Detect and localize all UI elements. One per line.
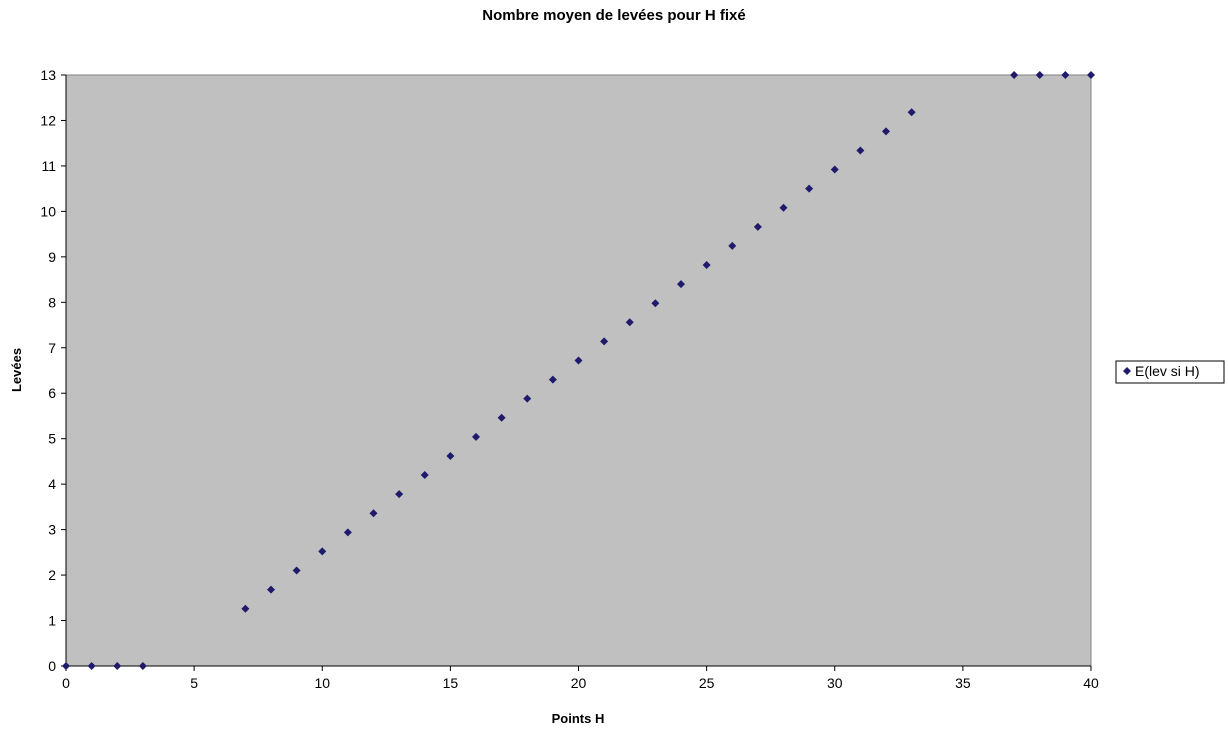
data-point	[420, 471, 429, 480]
data-point	[574, 356, 583, 365]
y-tick-label: 8	[48, 294, 56, 310]
data-point	[267, 585, 275, 594]
x-axis-label: Points H	[552, 711, 605, 726]
data-point	[113, 662, 122, 670]
chart-title: Nombre moyen de levées pour H fixé	[482, 7, 745, 24]
y-tick-label: 7	[48, 340, 56, 356]
data-point	[779, 203, 788, 212]
data-point	[318, 547, 327, 556]
plot-area	[65, 74, 1092, 667]
data-point	[292, 566, 301, 575]
data-point	[856, 146, 865, 155]
legend-marker	[1123, 367, 1131, 375]
y-tick-label: 0	[48, 658, 56, 674]
data-point	[369, 509, 378, 518]
data-point	[702, 261, 711, 270]
data-point	[241, 604, 250, 613]
data-point	[1061, 71, 1070, 79]
x-tick-label: 0	[62, 675, 70, 691]
data-point	[907, 108, 916, 117]
y-tick-label: 11	[41, 158, 56, 174]
y-tick-label: 3	[48, 522, 56, 538]
data-point	[651, 299, 660, 308]
data-point	[1087, 71, 1095, 79]
y-tick-label: 13	[40, 67, 56, 83]
data-point	[600, 337, 609, 346]
data-point	[1010, 71, 1019, 79]
data-point	[805, 184, 814, 193]
data-point	[1035, 71, 1044, 79]
y-tick-label: 2	[48, 567, 56, 583]
legend: E(lev si H)	[1115, 360, 1225, 384]
y-tick-label: 12	[40, 112, 56, 128]
data-point	[472, 432, 480, 441]
data-point	[87, 662, 96, 670]
y-tick-label: 5	[48, 431, 56, 447]
x-tick-label: 25	[699, 675, 715, 691]
legend-label: E(lev si H)	[1135, 363, 1200, 379]
data-point	[446, 451, 455, 460]
data-point	[343, 528, 352, 537]
data-point	[728, 241, 737, 250]
y-tick-label: 9	[48, 249, 56, 265]
y-tick-label: 10	[40, 203, 56, 219]
data-point	[625, 318, 634, 327]
y-tick-label: 1	[48, 613, 56, 629]
x-tick-label: 20	[571, 675, 587, 691]
x-tick-label: 40	[1083, 675, 1099, 691]
x-tick-label: 5	[190, 675, 198, 691]
data-point	[497, 413, 506, 422]
x-tick-label: 35	[955, 675, 971, 691]
legend-box	[1115, 360, 1225, 384]
data-point	[62, 662, 70, 670]
x-tick-label: 15	[443, 675, 459, 691]
y-tick-label: 4	[48, 476, 56, 492]
data-point	[830, 165, 839, 174]
data-point	[138, 662, 147, 670]
data-point	[548, 375, 557, 384]
data-point	[753, 222, 762, 231]
data-point	[677, 280, 685, 289]
x-tick-label: 30	[827, 675, 843, 691]
data-point	[882, 127, 890, 136]
data-point	[523, 394, 532, 403]
y-tick-label: 6	[48, 385, 56, 401]
data-point	[395, 490, 404, 499]
x-tick-label: 10	[314, 675, 330, 691]
y-axis-label: Levées	[9, 348, 24, 392]
